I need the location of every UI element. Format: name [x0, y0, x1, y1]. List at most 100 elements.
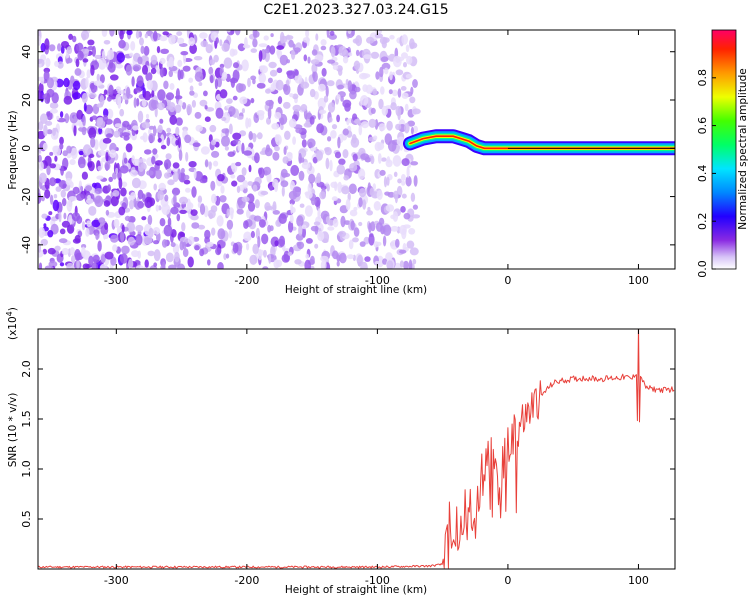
- noise-blob: [129, 52, 134, 57]
- noise-blob: [258, 219, 266, 228]
- noise-blob: [392, 155, 402, 167]
- x-tick-label: 100: [628, 274, 649, 287]
- noise-blob: [279, 54, 289, 66]
- noise-blob: [303, 122, 313, 128]
- noise-blob: [144, 149, 152, 155]
- noise-blob: [241, 108, 245, 114]
- noise-blob: [162, 31, 169, 36]
- noise-blob: [197, 224, 206, 230]
- noise-blob: [57, 61, 64, 69]
- noise-blob: [52, 199, 60, 212]
- noise-blob: [162, 261, 166, 269]
- noise-blob: [44, 189, 51, 199]
- noise-blob: [215, 107, 224, 119]
- y-tick-label: 1.5: [20, 410, 33, 428]
- noise-blob: [70, 147, 78, 160]
- noise-blob: [96, 103, 104, 108]
- noise-blob: [173, 193, 177, 205]
- noise-blob: [87, 39, 95, 46]
- noise-blob: [236, 185, 241, 193]
- noise-blob: [226, 30, 231, 33]
- spectrogram-x-ticks: -300 -200 -100 0 100: [104, 30, 649, 287]
- noise-blob: [358, 221, 363, 227]
- snr-y-ticks: 0.5 1.0 1.5 2.0: [20, 360, 675, 528]
- noise-blob: [354, 86, 361, 93]
- noise-blob: [101, 50, 106, 60]
- noise-blob: [301, 162, 311, 170]
- spectrogram-noise: [38, 30, 421, 269]
- noise-blob: [95, 232, 99, 240]
- noise-blob: [250, 48, 258, 53]
- noise-blob: [278, 235, 285, 247]
- noise-blob: [199, 248, 205, 257]
- noise-blob: [413, 175, 418, 187]
- y-tick-label: 20: [20, 93, 33, 107]
- noise-blob: [370, 155, 375, 165]
- noise-blob: [109, 30, 115, 37]
- noise-blob: [360, 95, 369, 106]
- noise-blob: [213, 54, 219, 63]
- noise-blob: [209, 124, 217, 133]
- noise-blob: [126, 30, 133, 36]
- noise-blob: [364, 256, 371, 262]
- noise-blob: [327, 136, 332, 142]
- noise-blob: [310, 59, 320, 65]
- noise-blob: [132, 64, 142, 72]
- noise-blob: [337, 136, 341, 149]
- noise-blob: [405, 175, 412, 187]
- noise-blob: [401, 193, 407, 199]
- noise-blob: [307, 56, 311, 64]
- noise-blob: [225, 128, 229, 137]
- noise-blob: [179, 43, 188, 47]
- noise-blob: [392, 211, 399, 222]
- noise-blob: [81, 246, 86, 258]
- noise-blob: [230, 174, 236, 179]
- noise-blob: [247, 181, 254, 186]
- noise-blob: [295, 233, 304, 241]
- noise-blob: [228, 229, 232, 239]
- noise-blob: [188, 37, 195, 47]
- noise-blob: [38, 172, 47, 184]
- noise-blob: [157, 190, 164, 201]
- noise-blob: [258, 167, 265, 179]
- noise-blob: [91, 219, 101, 228]
- noise-blob: [113, 218, 120, 228]
- noise-blob: [412, 108, 421, 115]
- noise-blob: [185, 151, 189, 162]
- noise-blob: [243, 220, 249, 229]
- noise-blob: [319, 191, 326, 200]
- noise-blob: [168, 70, 173, 78]
- noise-blob: [76, 258, 80, 269]
- noise-blob: [349, 162, 358, 172]
- noise-blob: [179, 196, 188, 205]
- noise-blob: [390, 102, 397, 111]
- noise-blob: [199, 99, 208, 107]
- noise-blob: [342, 99, 352, 108]
- noise-blob: [219, 89, 228, 99]
- noise-blob: [399, 249, 407, 254]
- noise-blob: [290, 165, 300, 176]
- noise-blob: [113, 130, 121, 138]
- noise-blob: [169, 83, 175, 90]
- noise-blob: [247, 235, 252, 241]
- noise-blob: [189, 90, 195, 96]
- noise-blob: [274, 145, 280, 152]
- noise-blob: [252, 243, 259, 255]
- noise-blob: [72, 92, 81, 100]
- noise-blob: [40, 42, 46, 53]
- noise-blob: [125, 143, 133, 153]
- noise-blob: [197, 195, 203, 204]
- noise-blob: [54, 60, 59, 67]
- noise-blob: [366, 210, 373, 216]
- noise-blob: [74, 249, 81, 261]
- noise-blob: [310, 147, 317, 152]
- noise-blob: [74, 68, 82, 76]
- noise-blob: [94, 195, 104, 208]
- noise-blob: [312, 71, 318, 82]
- noise-blob: [121, 132, 130, 137]
- noise-blob: [263, 249, 267, 258]
- noise-blob: [116, 52, 126, 63]
- noise-blob: [219, 195, 227, 203]
- noise-blob: [248, 131, 253, 141]
- noise-blob: [42, 93, 51, 100]
